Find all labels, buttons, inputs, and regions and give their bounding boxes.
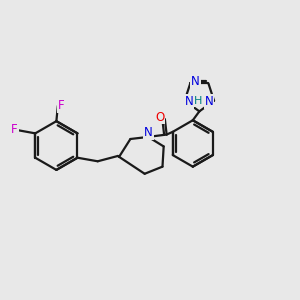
Text: F: F (58, 99, 65, 112)
Text: F: F (11, 123, 18, 136)
Text: N: N (144, 126, 153, 139)
Text: N: N (184, 95, 193, 108)
Text: N: N (191, 75, 200, 88)
Text: N: N (205, 95, 213, 108)
Text: H: H (194, 96, 202, 106)
Text: O: O (155, 110, 164, 124)
